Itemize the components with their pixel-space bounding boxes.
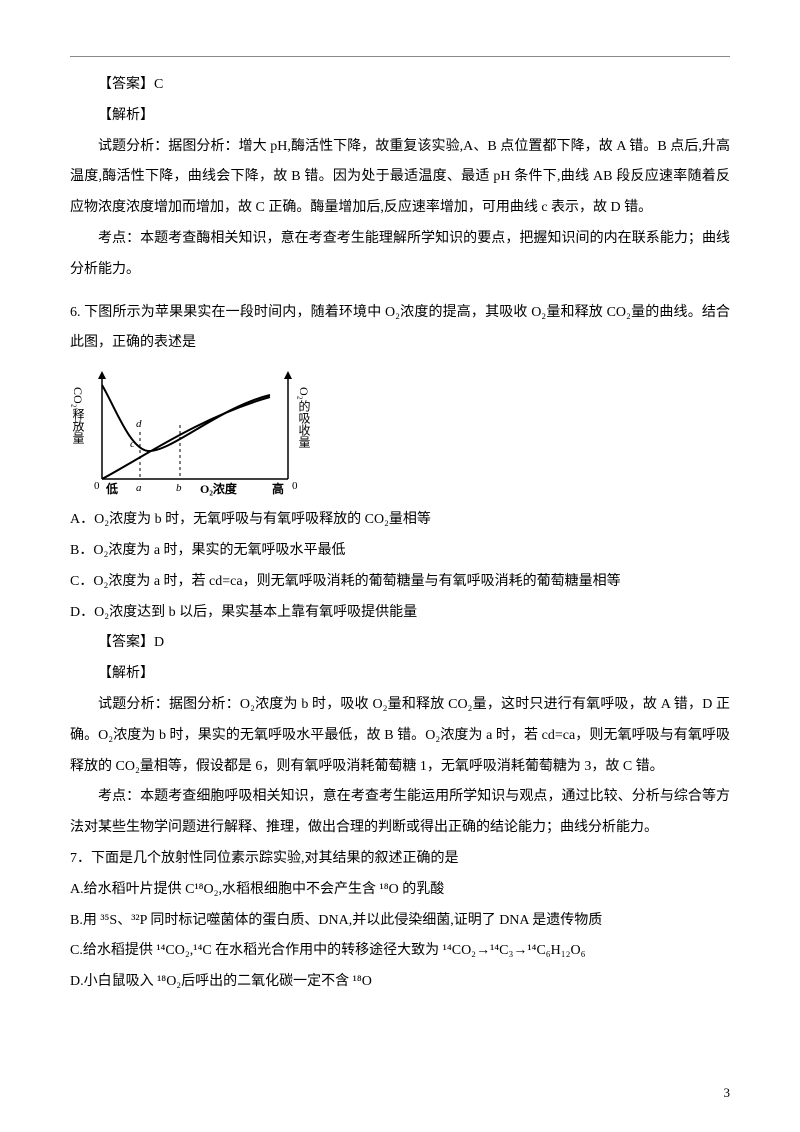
svg-text:CO₂释放量: CO₂释放量 <box>71 387 85 444</box>
q7-optB: B.用 ³⁵S、³²P 同时标记噬菌体的蛋白质、DNA,并以此侵染细菌,证明了 … <box>70 906 730 937</box>
svg-text:d: d <box>136 418 142 430</box>
svg-text:高: 高 <box>272 481 284 496</box>
svg-text:O₂的吸收量: O₂的吸收量 <box>297 387 311 448</box>
q6-kaodian: 考点：本题考查细胞呼吸相关知识，意在考查考生能运用所学知识与观点，通过比较、分析… <box>70 782 730 844</box>
q6-jiexi-label: 【解析】 <box>70 659 730 690</box>
q6-optC: C．O₂浓度为 a 时，若 cd=ca，则无氧呼吸消耗的葡萄糖量与有氧呼吸消耗的… <box>70 567 730 598</box>
q7-stem: 7．下面是几个放射性同位素示踪实验,对其结果的叙述正确的是 <box>70 844 730 875</box>
svg-text:O₂浓度: O₂浓度 <box>200 481 238 496</box>
svg-text:a: a <box>136 482 142 494</box>
page-number: 3 <box>724 1079 731 1108</box>
q6-stem: 6. 下图所示为苹果果实在一段时间内，随着环境中 O₂浓度的提高，其吸收 O₂量… <box>70 298 730 360</box>
svg-text:低: 低 <box>105 481 118 496</box>
q6-analysis: 试题分析：据图分析：O₂浓度为 b 时，吸收 O₂量和释放 CO₂量，这时只进行… <box>70 690 730 782</box>
q6-optD: D．O₂浓度达到 b 以后，果实基本上靠有氧呼吸提供能量 <box>70 598 730 629</box>
q7-optA: A.给水稻叶片提供 C¹⁸O₂,水稻根细胞中不会产生含 ¹⁸O 的乳酸 <box>70 875 730 906</box>
top-rule <box>70 56 730 57</box>
q5-answer: 【答案】C <box>70 70 730 101</box>
svg-text:c: c <box>130 438 135 450</box>
q7-optD: D.小白鼠吸入 ¹⁸O₂后呼出的二氧化碳一定不含 ¹⁸O <box>70 967 730 998</box>
svg-text:b: b <box>176 482 182 494</box>
q5-kaodian: 考点：本题考查酶相关知识，意在考查考生能理解所学知识的要点，把握知识间的内在联系… <box>70 224 730 286</box>
q6-optB: B．O₂浓度为 a 时，果实的无氧呼吸水平最低 <box>70 536 730 567</box>
respiration-chart: 0 0 a b c d CO₂释放量 O₂的吸收量 O₂浓度 低 高 <box>70 367 330 497</box>
q5-analysis: 试题分析：据图分析：增大 pH,酶活性下降，故重复该实验,A、B 点位置都下降，… <box>70 132 730 224</box>
q6-answer: 【答案】D <box>70 628 730 659</box>
q5-jiexi-label: 【解析】 <box>70 101 730 132</box>
q7-optC: C.给水稻提供 ¹⁴CO₂,¹⁴C 在水稻光合作用中的转移途径大致为 ¹⁴CO₂… <box>70 936 730 967</box>
q6-optA: A．O₂浓度为 b 时，无氧呼吸与有氧呼吸释放的 CO₂量相等 <box>70 505 730 536</box>
svg-text:0: 0 <box>94 480 100 492</box>
svg-text:0: 0 <box>292 480 298 492</box>
